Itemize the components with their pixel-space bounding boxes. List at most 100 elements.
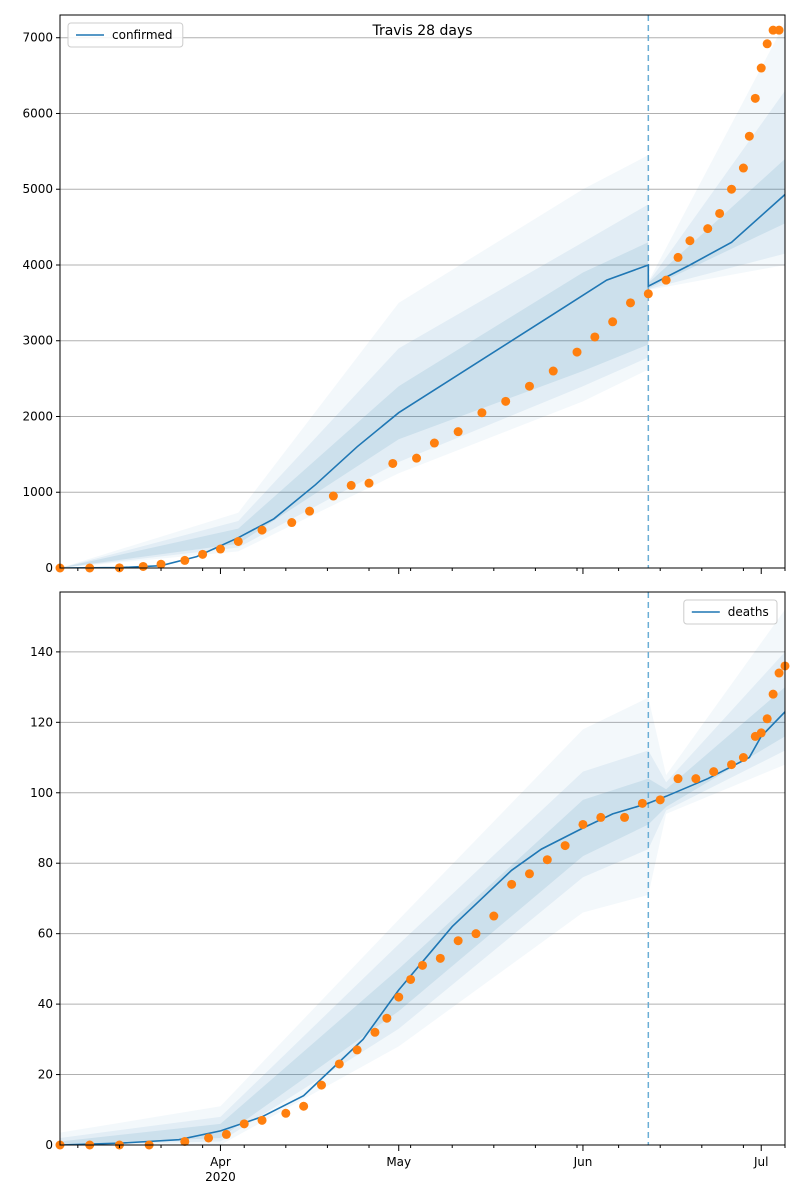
observed-point [180,1136,190,1146]
uncertainty-band [60,22,785,568]
observed-point [352,1045,362,1055]
observed-point [685,236,695,246]
observed-point [257,525,267,535]
observed-point [738,163,748,173]
observed-point [418,960,427,970]
observed-point [756,63,766,73]
axes-frame [59,14,786,569]
observed-point [477,408,487,418]
observed-point [215,544,225,554]
observed-point [453,427,463,437]
observed-point [560,841,570,851]
observed-point [625,298,635,308]
legend-label: deaths [728,605,769,619]
observed-point [299,1101,309,1111]
observed-point [691,774,701,784]
observed-point [156,559,166,569]
observed-point [548,366,558,376]
observed-point [180,555,190,565]
x-tick-sublabel: 2020 [205,1170,236,1184]
observed-point [382,1013,392,1023]
y-tick-label: 40 [38,997,53,1011]
observed-point [744,131,754,141]
observed-point [727,184,737,194]
observed-point [715,208,725,218]
y-tick-label: 5000 [22,182,53,196]
y-tick-label: 2000 [22,409,53,423]
observed-point [471,929,481,939]
observed-point [346,480,356,490]
observed-point [198,549,208,559]
observed-point [388,458,398,468]
y-tick-label: 60 [38,927,53,941]
x-tick-label: Jun [573,1155,593,1169]
observed-point [709,767,719,777]
observed-point [507,879,517,889]
observed-point [620,812,630,822]
plot-area [60,592,785,1145]
observed-point [501,396,511,406]
observed-point [287,518,297,528]
observed-point [542,855,552,865]
observed-point [334,1059,344,1069]
observed-point [412,453,422,463]
observed-point [768,689,778,699]
observed-point [316,1080,326,1090]
uncertainty-band [60,90,785,568]
observed-point [429,438,439,448]
confirmed-panel: 0 1000 2000 3000 4000 5000 6000 7000 Travis 28 d… [22,14,786,575]
observed-point [774,25,784,35]
observed-point [435,953,445,963]
observed-point [661,275,671,285]
observed-point [233,536,243,546]
x-tick-label: Jul [753,1155,768,1169]
observed-point [138,561,148,571]
y-tick-label: 20 [38,1068,53,1082]
observed-point [590,332,600,342]
y-tick-label: 6000 [22,106,53,120]
observed-point [762,714,772,724]
y-tick-label: 4000 [22,258,53,272]
observed-point [453,936,463,946]
plot-area [60,15,785,568]
observed-point [608,317,618,327]
y-tick-label: 120 [30,715,53,729]
x-tick-label: May [386,1155,411,1169]
observed-point [750,93,760,103]
uncertainty-band [60,687,785,1145]
observed-point [774,668,784,678]
y-tick-label: 0 [45,1138,53,1152]
legend: confirmed [67,22,184,48]
observed-point [643,289,653,299]
observed-point [257,1115,267,1125]
legend: deaths [683,599,778,625]
observed-point [524,869,534,879]
uncertainty-band [60,651,785,1145]
y-tick-label: 7000 [22,31,53,45]
observed-point [637,798,647,808]
observed-point [673,774,683,784]
chart-title: Travis 28 days [371,23,472,39]
observed-point [756,728,766,738]
observed-point [305,506,315,516]
observed-point [239,1119,249,1129]
legend-box [683,599,778,625]
observed-point [281,1108,291,1118]
uncertainty-band [60,609,785,1145]
observed-point [370,1027,380,1037]
observed-point [524,381,534,391]
series-line-confirmed [60,193,785,568]
observed-point [578,819,588,829]
y-tick-label: 1000 [22,485,53,499]
axes-frame [59,591,786,1146]
observed-point [727,760,737,770]
observed-point [655,795,665,805]
observed-point [489,911,499,921]
observed-point [364,478,374,488]
observed-point [738,753,748,763]
y-tick-label: 3000 [22,334,53,348]
x-tick-label: Apr [210,1155,231,1169]
observed-point [673,252,683,262]
